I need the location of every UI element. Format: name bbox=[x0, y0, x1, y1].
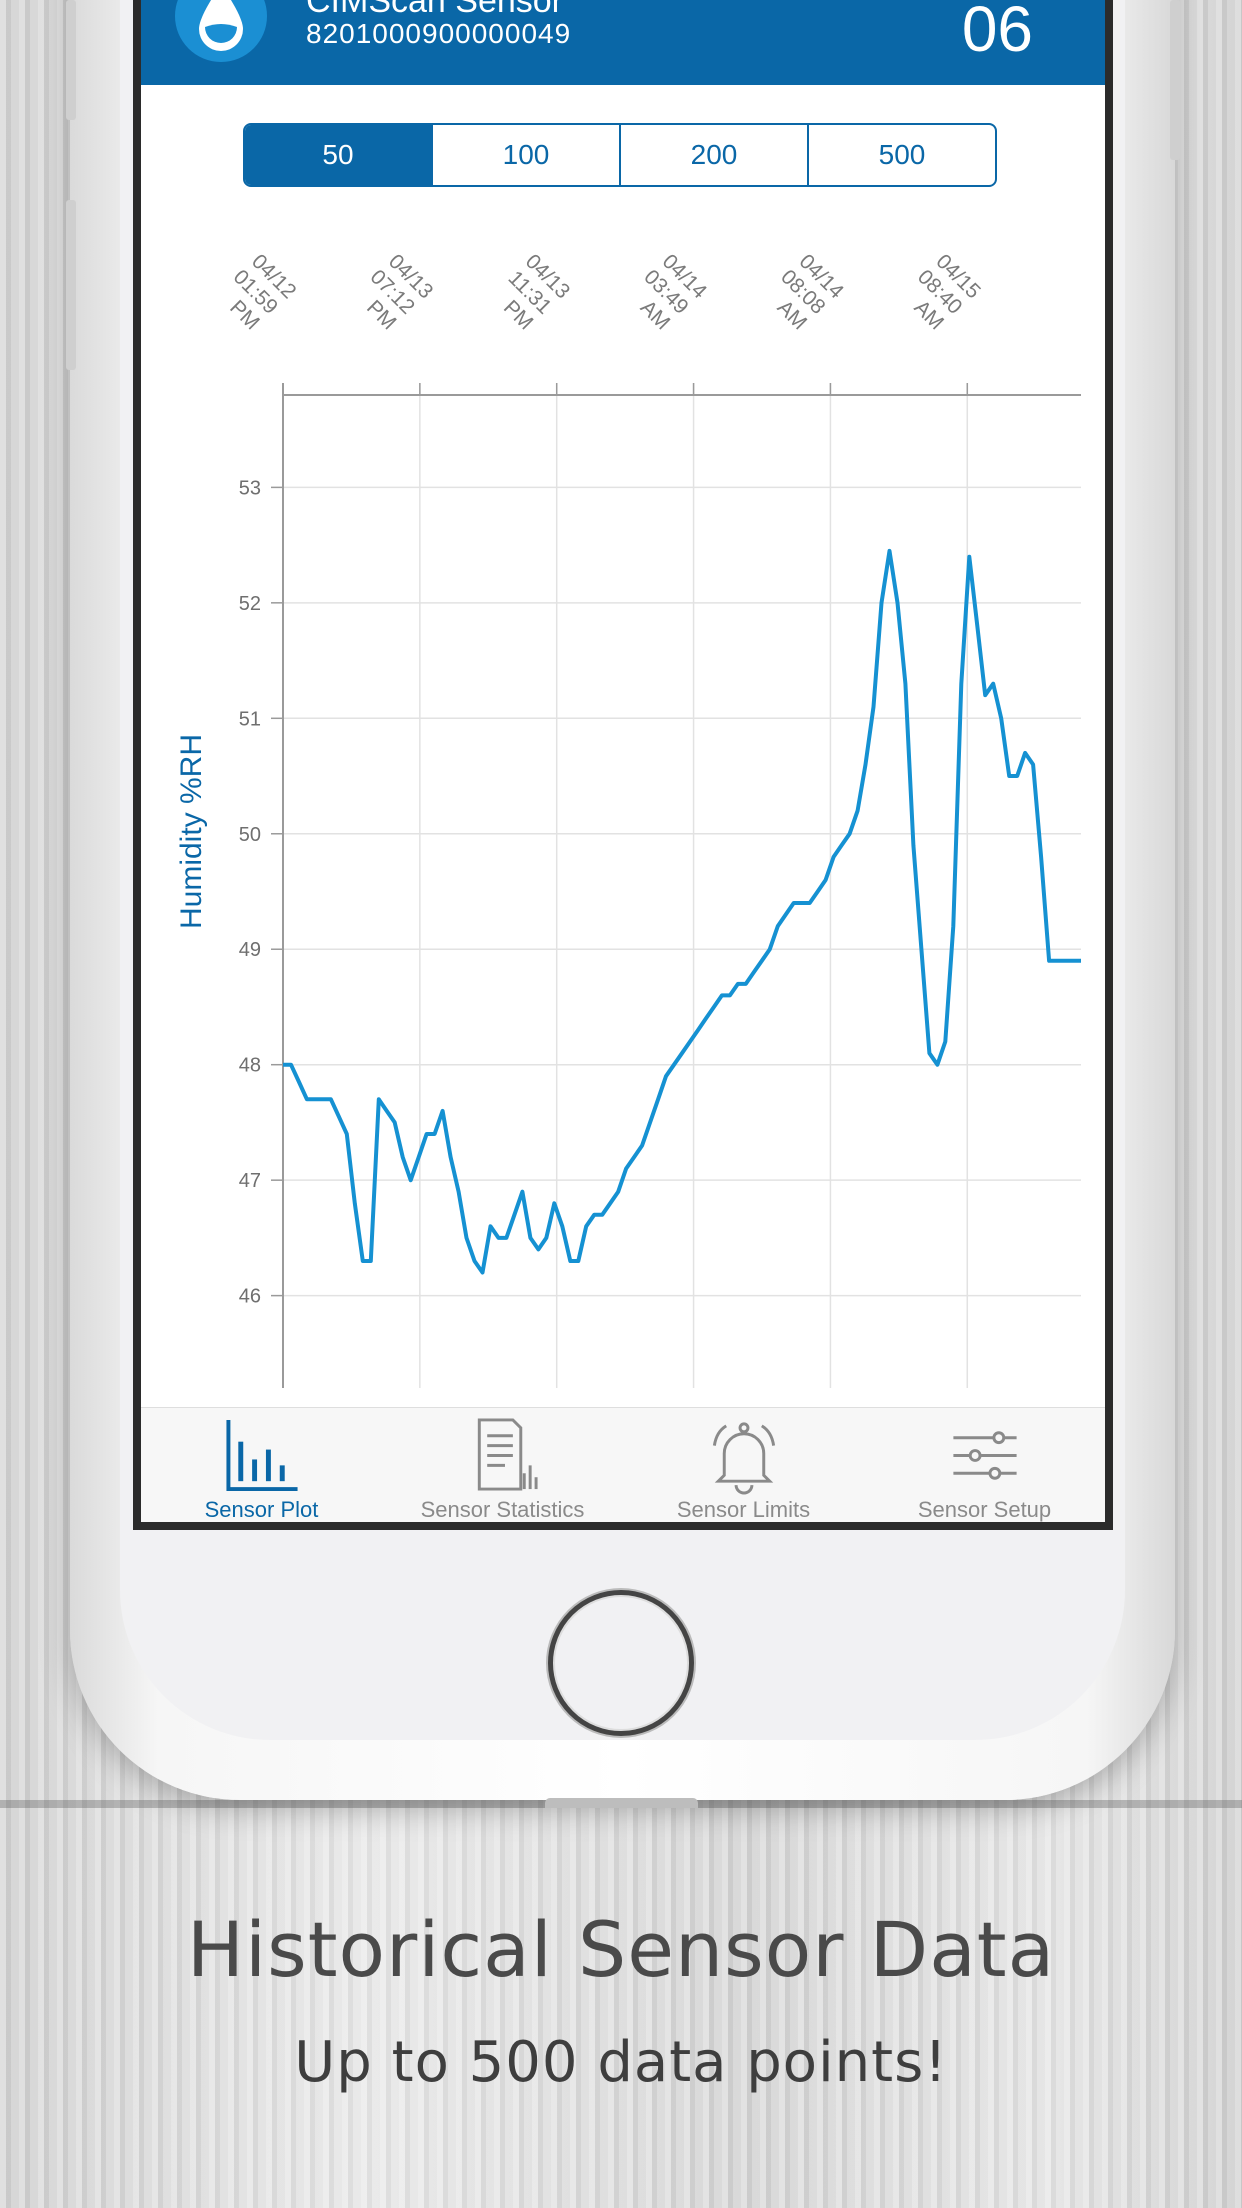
range-option-500[interactable]: 500 bbox=[807, 125, 995, 185]
sliders-icon bbox=[952, 1431, 1017, 1480]
app-screen: CIMScan Sensor 8201000900000049 06 50 100… bbox=[141, 0, 1105, 1522]
tab-sensor-limits[interactable]: Sensor Limits bbox=[623, 1408, 864, 1522]
power-button bbox=[1170, 0, 1180, 160]
volume-button bbox=[66, 200, 76, 370]
sensor-value: 06 bbox=[961, 0, 1033, 65]
tab-label: Sensor Limits bbox=[676, 1497, 811, 1522]
y-tick-label: 46 bbox=[239, 1286, 261, 1308]
range-option-100[interactable]: 100 bbox=[431, 125, 619, 185]
range-option-200[interactable]: 200 bbox=[619, 125, 807, 185]
tab-label: Sensor Plot bbox=[204, 1497, 319, 1522]
tab-sensor-plot[interactable]: Sensor Plot bbox=[141, 1408, 382, 1522]
tab-sensor-statistics[interactable]: Sensor Statistics bbox=[382, 1408, 623, 1522]
y-tick-label: 48 bbox=[239, 1055, 261, 1077]
bell-icon bbox=[712, 1422, 775, 1495]
y-tick-label: 52 bbox=[239, 593, 261, 615]
caption-subtitle: Up to 500 data points! bbox=[294, 2030, 948, 2095]
y-tick-label: 53 bbox=[239, 477, 261, 499]
data-points-selector: 50 100 200 500 bbox=[243, 123, 997, 187]
sensor-title: CIMScan Sensor bbox=[306, 0, 563, 20]
tab-bar: Sensor Plot Sensor Statistics bbox=[141, 1407, 1105, 1522]
volume-button bbox=[66, 0, 76, 120]
y-tick-label: 49 bbox=[239, 939, 261, 961]
document-chart-icon bbox=[477, 1418, 538, 1491]
y-axis-label: Humidity %RH bbox=[175, 734, 208, 929]
bar-chart-icon bbox=[225, 1419, 298, 1492]
phone-bottom-notch bbox=[545, 1798, 698, 1808]
sensor-header[interactable]: CIMScan Sensor 8201000900000049 06 bbox=[141, 0, 1105, 85]
humidity-series-line bbox=[283, 548, 1081, 1275]
tab-label: Sensor Statistics bbox=[420, 1497, 585, 1522]
y-tick-label: 50 bbox=[239, 824, 261, 846]
tab-sensor-setup[interactable]: Sensor Setup bbox=[864, 1408, 1105, 1522]
y-tick-label: 47 bbox=[239, 1170, 261, 1192]
y-tick-label: 51 bbox=[239, 708, 261, 730]
tab-label: Sensor Setup bbox=[917, 1497, 1052, 1522]
caption-title: Historical Sensor Data bbox=[186, 1905, 1056, 1994]
sensor-id: 8201000900000049 bbox=[306, 18, 572, 49]
range-option-50[interactable]: 50 bbox=[245, 125, 431, 185]
humidity-drop-icon bbox=[175, 0, 267, 62]
home-button[interactable] bbox=[548, 1590, 694, 1736]
